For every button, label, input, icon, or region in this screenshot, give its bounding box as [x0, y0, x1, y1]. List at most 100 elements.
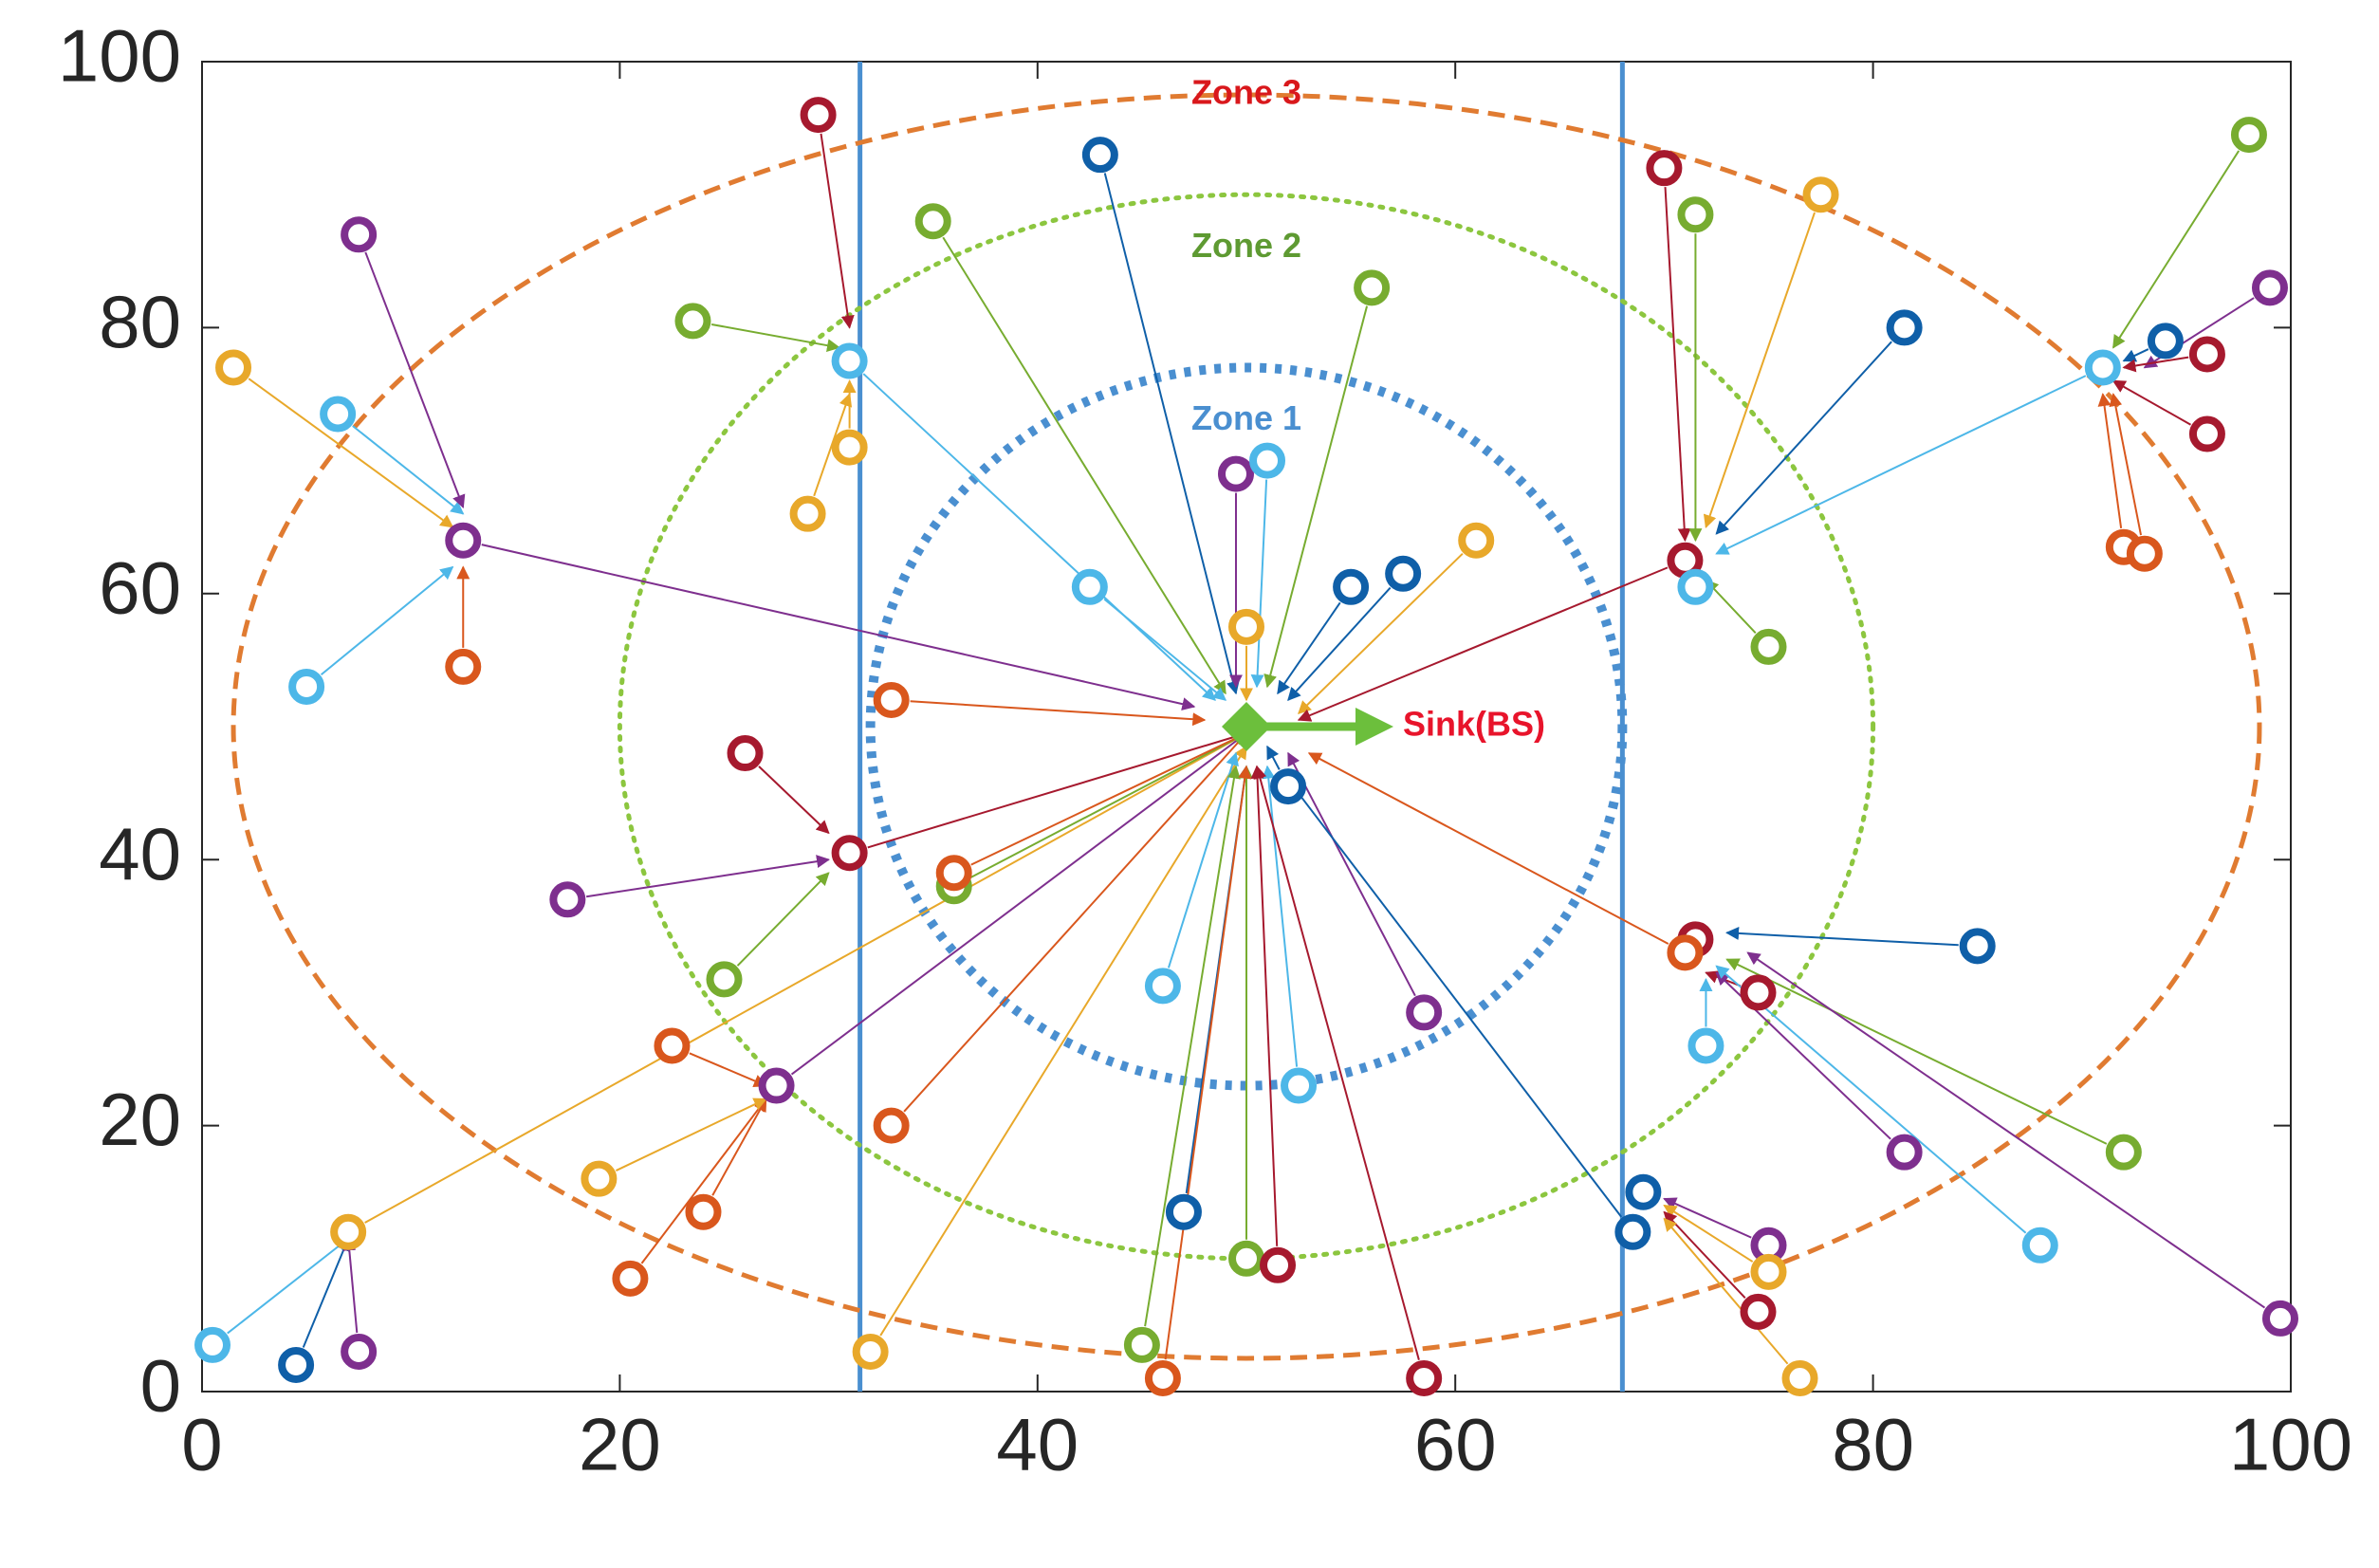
y-tick-label: 40: [99, 812, 181, 895]
route-arrow-65: [1297, 566, 1669, 722]
route-arrow-41: [1287, 751, 1416, 997]
sensor-node-68: [1646, 150, 1683, 187]
x-tick-label: 40: [996, 1403, 1079, 1486]
route-arrow-30: [942, 236, 1226, 695]
sensor-node-36: [1354, 269, 1391, 306]
sensor-node-67: [1750, 628, 1787, 665]
route-arrow-17: [910, 700, 1207, 727]
sensor-node-66: [1677, 568, 1714, 605]
sensor-node-38: [1385, 555, 1422, 592]
route-arrow-31: [1103, 173, 1240, 695]
sensor-node-58: [1959, 928, 1996, 965]
y-tick-label: 0: [140, 1344, 181, 1428]
y-tick-label: 60: [99, 545, 181, 629]
route-arrow-13: [867, 729, 1248, 849]
sensor-node-63: [2021, 1227, 2058, 1264]
sensor-node-28: [831, 429, 868, 466]
sensor-node-41: [1406, 994, 1443, 1031]
sensor-node-49: [1406, 1359, 1443, 1396]
x-tick-label: 100: [2229, 1403, 2352, 1486]
sensor-node-70: [1802, 176, 1839, 213]
sensor-node-76: [2188, 336, 2225, 373]
sensor-node-13: [831, 835, 868, 872]
sensor-node-15: [935, 855, 972, 892]
sensor-node-61: [1886, 1134, 1923, 1171]
route-arrow-39: [1298, 552, 1464, 714]
sink-marker: [1222, 702, 1271, 751]
route-arrow-4: [364, 732, 1248, 1224]
route-arrow-5: [640, 1098, 767, 1264]
route-arrow-76: [2122, 356, 2189, 373]
route-arrow-67: [1705, 579, 1757, 635]
zone-1-label: Zone 1: [1191, 398, 1301, 437]
sensor-node-32: [1071, 568, 1108, 605]
sensor-node-62: [2105, 1134, 2142, 1171]
route-arrow-26: [820, 133, 855, 329]
route-arrow-49: [1253, 765, 1420, 1360]
sensor-node-40: [1270, 768, 1307, 805]
routing-arrows: [227, 133, 2266, 1365]
sensor-node-5: [612, 1260, 649, 1297]
sensor-node-35: [1228, 608, 1264, 645]
route-arrow-21: [320, 565, 454, 676]
sensor-node-72: [2084, 349, 2121, 386]
sensor-node-10: [706, 961, 743, 998]
route-arrow-12: [758, 766, 830, 835]
sensor-node-48: [1144, 1359, 1181, 1396]
sensor-node-20: [445, 648, 482, 685]
route-arrow-2: [302, 1237, 350, 1348]
route-arrow-37: [1277, 601, 1341, 695]
route-arrow-14: [969, 732, 1248, 878]
sensor-node-59: [1740, 974, 1777, 1011]
sensor-node-77: [2188, 415, 2225, 452]
sensor-node-11: [549, 881, 586, 918]
sensor-node-44: [1165, 1193, 1202, 1230]
sensor-node-3: [341, 1333, 378, 1370]
route-arrow-6: [711, 1098, 767, 1196]
sensor-node-21: [288, 668, 325, 705]
sensor-node-19: [445, 522, 482, 559]
sensor-node-6: [685, 1193, 722, 1230]
route-arrow-27: [862, 373, 1216, 701]
sensor-node-26: [800, 97, 837, 134]
sensor-node-23: [215, 349, 252, 386]
route-arrow-16: [903, 731, 1247, 1113]
route-arrow-11: [585, 855, 830, 898]
y-tick-label: 100: [58, 14, 181, 98]
route-arrow-75: [2122, 348, 2149, 362]
route-arrow-8: [689, 1052, 767, 1088]
route-arrow-23: [248, 378, 454, 528]
sensor-node-53: [1750, 1253, 1787, 1290]
x-tick-label: 20: [579, 1403, 661, 1486]
sensor-node-27: [831, 342, 868, 379]
route-arrow-72: [1715, 375, 2087, 555]
route-arrow-36: [1263, 305, 1369, 689]
sensor-node-7: [581, 1160, 618, 1197]
zone-3-boundary: [231, 92, 2262, 1361]
sensor-node-12: [727, 735, 764, 772]
route-arrow-62: [1725, 958, 2108, 1145]
sensor-node-45: [1228, 1240, 1264, 1277]
route-arrow-7: [615, 1098, 767, 1171]
sensor-node-1: [194, 1326, 231, 1363]
zone-2-label: Zone 2: [1191, 226, 1301, 265]
route-arrow-52: [1663, 1197, 1752, 1239]
x-tick-label: 80: [1832, 1403, 1914, 1486]
route-arrow-47: [1144, 765, 1241, 1327]
route-arrow-63: [1715, 965, 2027, 1234]
route-arrow-43: [1262, 765, 1299, 1067]
x-tick-label: 60: [1414, 1403, 1497, 1486]
y-tick-label: 20: [99, 1078, 181, 1161]
sensor-node-47: [1123, 1326, 1160, 1363]
route-arrow-77: [2112, 379, 2192, 426]
route-arrow-50: [1287, 778, 1623, 1218]
sensor-node-73: [2230, 117, 2267, 154]
sensor-node-55: [1781, 1359, 1818, 1396]
sensor-node-50: [1614, 1213, 1651, 1250]
route-arrow-1: [227, 1237, 350, 1335]
route-arrow-3: [342, 1237, 359, 1334]
sensor-node-75: [2147, 323, 2184, 360]
route-arrow-15: [970, 732, 1248, 866]
sensor-node-34: [1249, 442, 1286, 479]
